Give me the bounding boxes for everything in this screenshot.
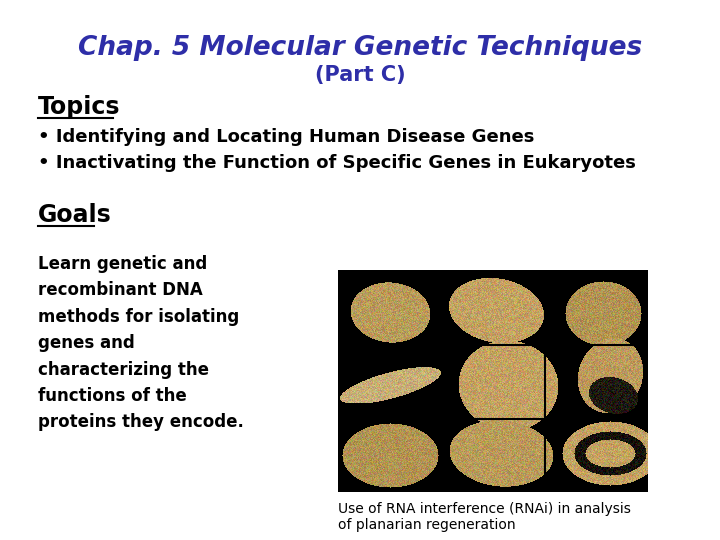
Text: Goals: Goals <box>38 203 112 227</box>
Text: • Identifying and Locating Human Disease Genes: • Identifying and Locating Human Disease… <box>38 128 534 146</box>
Text: • Inactivating the Function of Specific Genes in Eukaryotes: • Inactivating the Function of Specific … <box>38 154 636 172</box>
Text: Learn genetic and
recombinant DNA
methods for isolating
genes and
characterizing: Learn genetic and recombinant DNA method… <box>38 255 244 431</box>
Text: Use of RNA interference (RNAi) in analysis
of planarian regeneration: Use of RNA interference (RNAi) in analys… <box>338 502 631 532</box>
Text: Chap. 5 Molecular Genetic Techniques: Chap. 5 Molecular Genetic Techniques <box>78 35 642 61</box>
Text: (Part C): (Part C) <box>315 65 405 85</box>
Text: Topics: Topics <box>38 95 120 119</box>
